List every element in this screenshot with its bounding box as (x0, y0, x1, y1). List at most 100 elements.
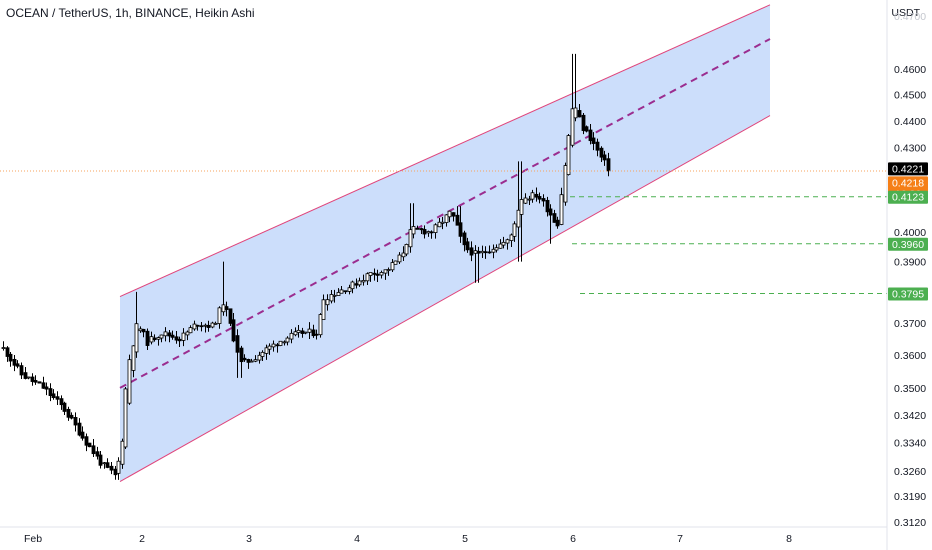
candle (267, 343, 272, 355)
candle-body (332, 294, 337, 297)
candle (537, 192, 542, 204)
candle (519, 161, 524, 262)
candle-body (379, 272, 384, 276)
candle-body (91, 445, 96, 455)
line-layer (0, 170, 887, 294)
candle (321, 294, 326, 320)
candle (228, 308, 233, 327)
candle-body (390, 262, 395, 271)
candle (339, 286, 344, 294)
candle (314, 329, 319, 340)
candle (581, 113, 586, 135)
candle-body (300, 330, 305, 334)
candle (483, 246, 488, 259)
candle-body (213, 322, 218, 325)
candle (577, 103, 582, 118)
candle-body (440, 221, 445, 224)
candle-body (318, 314, 323, 336)
candle (33, 375, 38, 385)
target-badge: 0.3795 (888, 287, 928, 301)
candle-body (447, 210, 452, 218)
candle (375, 269, 380, 282)
candle (386, 267, 391, 276)
candle (141, 328, 146, 338)
candle (239, 345, 244, 378)
candle (131, 345, 136, 378)
candle (357, 277, 362, 287)
candle-body (487, 251, 492, 254)
candle-body (138, 328, 143, 332)
candle-body (127, 359, 132, 404)
candle (8, 352, 13, 367)
candle (120, 438, 125, 469)
candle (167, 330, 172, 343)
candle-body (195, 324, 200, 327)
candle (231, 313, 236, 343)
candle (411, 203, 416, 239)
candle-body (383, 269, 388, 274)
candle (350, 280, 355, 294)
candle-body (545, 199, 550, 213)
candle-body (347, 287, 352, 292)
candle-body (84, 436, 89, 446)
candle-body (192, 323, 197, 330)
target-badge-text: 0.4123 (892, 192, 924, 204)
candle-body (350, 281, 355, 290)
candle-body (116, 460, 121, 474)
candle-body (483, 251, 488, 254)
candle (1, 341, 6, 351)
candle (12, 355, 17, 372)
candle (570, 53, 575, 148)
candle (19, 362, 24, 380)
candle-body (181, 332, 186, 341)
candle-body (8, 353, 13, 362)
candle-body (23, 372, 28, 379)
candle-body (257, 354, 262, 361)
candle (491, 244, 496, 259)
candle (5, 346, 10, 362)
candle-body (437, 221, 442, 228)
candle-body (401, 252, 406, 258)
candle-body (264, 347, 269, 354)
y-tick-label-partial: 0.4700 (894, 11, 926, 23)
channel-layer (119, 4, 771, 483)
candle (307, 322, 312, 340)
candle-body (95, 451, 100, 457)
candle-body (419, 228, 424, 231)
candle-body (570, 108, 575, 146)
y-tick-label: 0.3700 (894, 318, 926, 330)
candle-body (156, 337, 161, 340)
candle-body (498, 243, 503, 249)
candle (516, 161, 521, 262)
candle-body (163, 331, 168, 337)
candle (433, 223, 438, 239)
candle (397, 252, 402, 265)
candle-body (534, 193, 539, 198)
candle (174, 330, 179, 344)
candle (573, 53, 578, 122)
candle-body (602, 154, 607, 161)
candle-body (422, 229, 427, 235)
candle-body (512, 223, 517, 237)
candle-body (141, 328, 146, 333)
candle (199, 322, 204, 332)
candle-body (523, 197, 528, 204)
candle (159, 334, 164, 343)
candle (15, 360, 20, 369)
candle-body (131, 345, 136, 371)
candle (26, 376, 31, 380)
candle-body (55, 396, 60, 400)
candle-body (480, 250, 485, 254)
candle (498, 239, 503, 249)
candle (113, 466, 118, 480)
candle (77, 418, 82, 437)
candle-body (541, 198, 546, 202)
candle (51, 389, 56, 400)
candle-body (77, 422, 82, 436)
y-tick-label: 0.3340 (894, 437, 926, 449)
x-tick-label: 5 (462, 533, 468, 545)
candle (523, 193, 528, 204)
candle (379, 270, 384, 279)
